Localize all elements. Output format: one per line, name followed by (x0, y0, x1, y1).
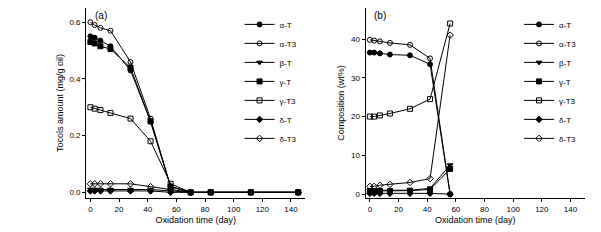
svg-text:10: 10 (351, 151, 360, 160)
svg-text:δ-T: δ-T (280, 116, 292, 125)
svg-text:20: 20 (115, 205, 124, 214)
svg-text:100: 100 (227, 205, 241, 214)
svg-text:α-T3: α-T3 (559, 40, 576, 49)
svg-text:Composition (wt%): Composition (wt%) (336, 65, 346, 141)
svg-text:0: 0 (356, 190, 361, 199)
svg-text:0: 0 (368, 205, 373, 214)
svg-text:80: 80 (201, 205, 210, 214)
svg-text:140: 140 (564, 205, 578, 214)
svg-text:α-T: α-T (280, 21, 292, 30)
svg-text:γ-T3: γ-T3 (280, 97, 297, 106)
svg-text:Oxidation time (day): Oxidation time (day) (155, 215, 236, 225)
svg-text:20: 20 (394, 205, 403, 214)
svg-text:0.2: 0.2 (69, 131, 81, 140)
svg-text:0.4: 0.4 (69, 75, 81, 84)
svg-text:γ-T3: γ-T3 (559, 97, 576, 106)
svg-text:γ-T: γ-T (280, 78, 292, 87)
svg-text:β-T: β-T (559, 59, 571, 68)
svg-text:β-T: β-T (280, 59, 292, 68)
svg-text:Oxidation time (day): Oxidation time (day) (435, 215, 516, 225)
svg-text:60: 60 (172, 205, 181, 214)
svg-text:140: 140 (284, 205, 298, 214)
svg-text:(a): (a) (95, 10, 107, 21)
svg-text:0.6: 0.6 (69, 18, 81, 27)
svg-text:80: 80 (480, 205, 489, 214)
svg-text:(b): (b) (374, 10, 386, 21)
svg-text:100: 100 (506, 205, 520, 214)
svg-text:120: 120 (535, 205, 549, 214)
svg-text:40: 40 (143, 205, 152, 214)
svg-text:120: 120 (256, 205, 270, 214)
svg-text:γ-T: γ-T (559, 78, 571, 87)
svg-text:δ-T: δ-T (559, 116, 571, 125)
svg-text:Tocols amount (mg/g oil): Tocols amount (mg/g oil) (55, 54, 65, 152)
svg-text:δ-T3: δ-T3 (280, 135, 297, 144)
svg-text:30: 30 (351, 74, 360, 83)
svg-text:α-T3: α-T3 (280, 40, 297, 49)
svg-text:α-T: α-T (559, 21, 571, 30)
svg-text:40: 40 (423, 205, 432, 214)
svg-text:40: 40 (351, 35, 360, 44)
svg-text:0: 0 (88, 205, 93, 214)
svg-text:60: 60 (451, 205, 460, 214)
svg-text:δ-T3: δ-T3 (559, 135, 576, 144)
svg-text:0.0: 0.0 (69, 188, 81, 197)
svg-text:20: 20 (351, 112, 360, 121)
